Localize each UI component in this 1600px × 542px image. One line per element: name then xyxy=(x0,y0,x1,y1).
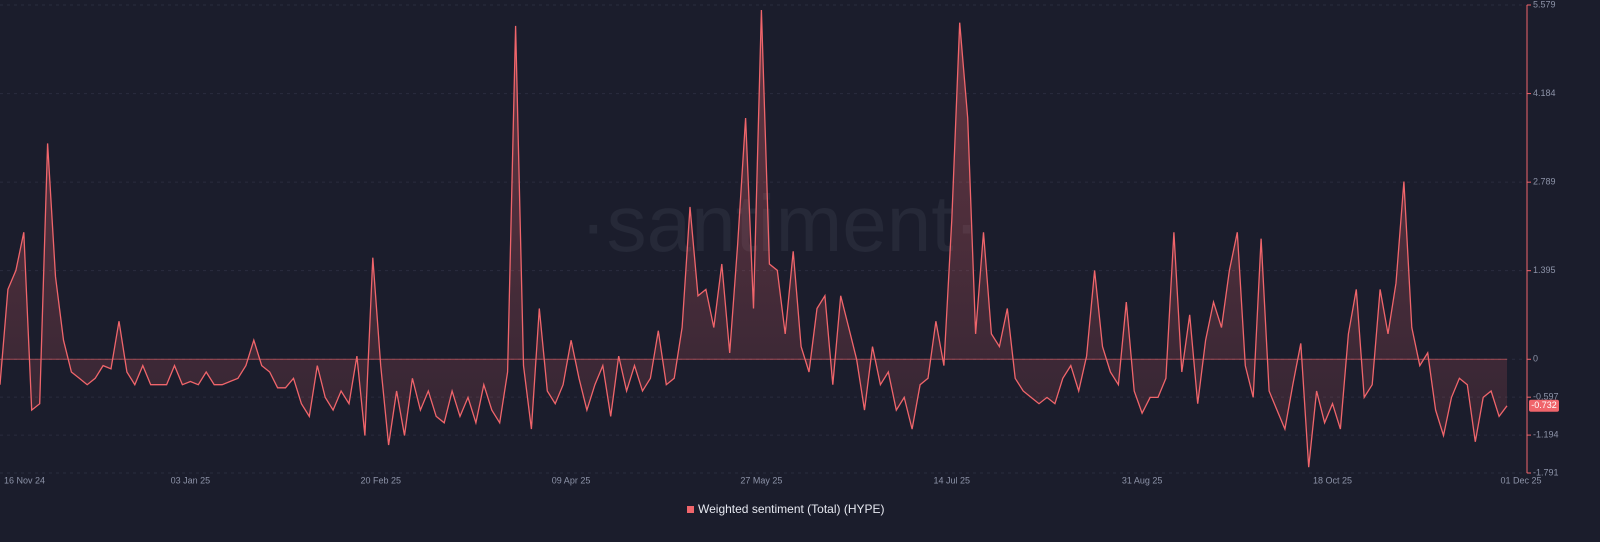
y-tick-label: -0.597 xyxy=(1533,392,1559,402)
x-tick-label: 27 May 25 xyxy=(740,475,782,485)
watermark: ·santiment· xyxy=(580,179,980,268)
x-tick-label: 18 Oct 25 xyxy=(1313,475,1352,485)
x-tick-label: 31 Aug 25 xyxy=(1122,475,1163,485)
legend-swatch xyxy=(687,506,694,513)
current-value-label: -0.732 xyxy=(1531,400,1557,410)
y-tick-label: 4.184 xyxy=(1533,88,1556,98)
y-tick-label: -1.791 xyxy=(1533,467,1559,477)
x-tick-label: 01 Dec 25 xyxy=(1500,475,1541,485)
y-tick-label: 1.395 xyxy=(1533,265,1556,275)
y-tick-label: 0 xyxy=(1533,354,1538,364)
y-tick-label: -1.194 xyxy=(1533,429,1559,439)
y-tick-label: 2.789 xyxy=(1533,177,1556,187)
legend-label[interactable]: Weighted sentiment (Total) (HYPE) xyxy=(698,502,885,516)
current-value-badge xyxy=(1529,399,1559,412)
x-tick-label: 16 Nov 24 xyxy=(4,475,45,485)
x-tick-label: 09 Apr 25 xyxy=(552,475,591,485)
line xyxy=(0,9,1508,468)
x-tick-label: 14 Jul 25 xyxy=(934,475,971,485)
y-tick-label: 5.579 xyxy=(1533,0,1556,9)
x-tick-label: 20 Feb 25 xyxy=(360,475,401,485)
x-tick-label: 03 Jan 25 xyxy=(171,475,211,485)
